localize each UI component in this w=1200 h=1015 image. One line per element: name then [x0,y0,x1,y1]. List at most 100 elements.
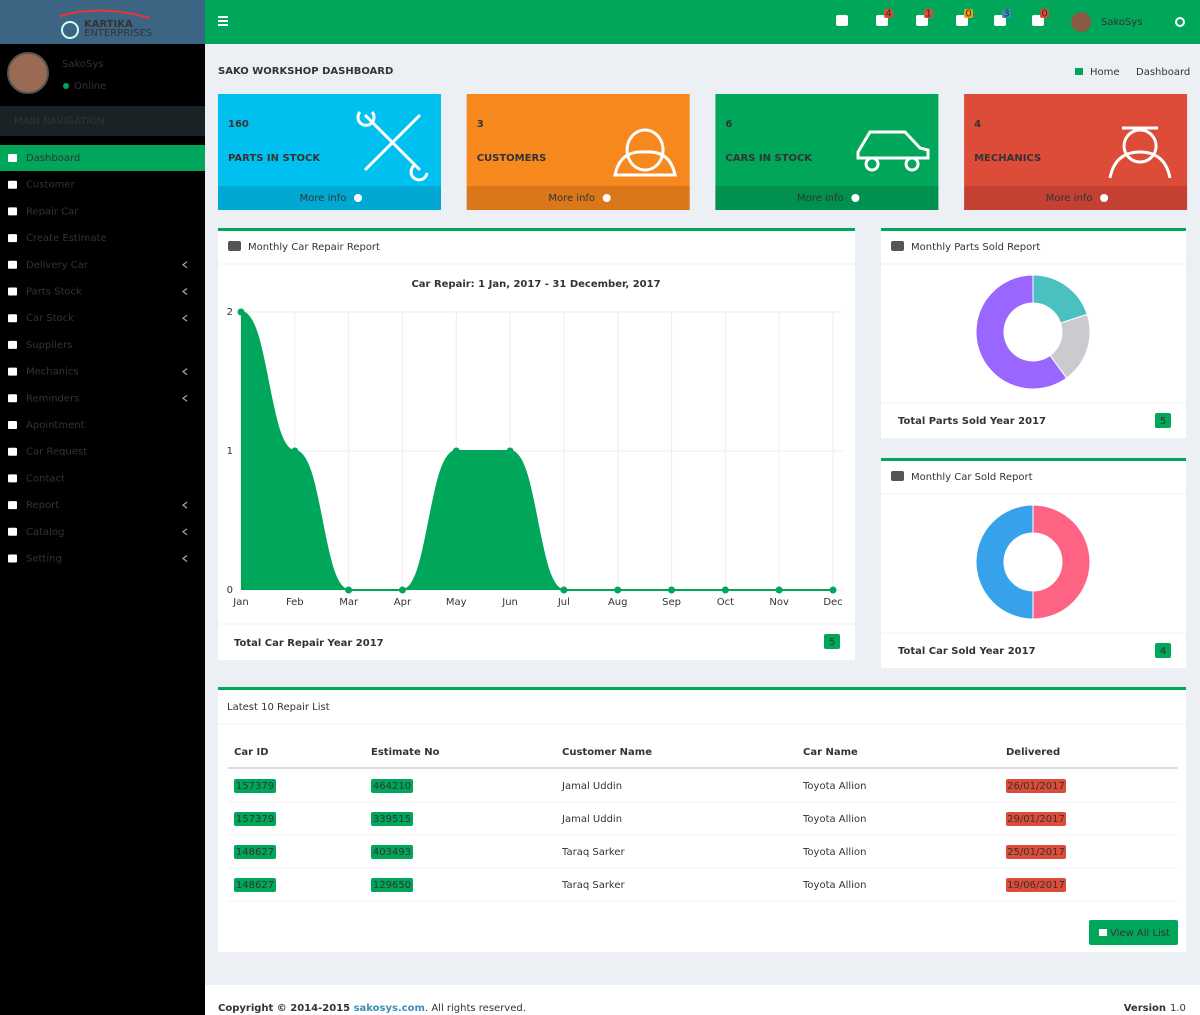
table-cell: Toyota Allion [802,814,866,825]
nav-item[interactable]: Reminders [26,393,79,404]
info-box [715,94,939,210]
nav-item[interactable]: Customer [26,180,75,191]
nav-icon[interactable] [876,15,888,26]
nav-item[interactable]: Mechanics [26,367,79,378]
panel-title: Monthly Parts Sold Report [911,242,1040,253]
nav-item[interactable]: Contact [26,473,65,484]
nav-item-icon [8,180,17,189]
nav-item-icon [8,154,17,162]
nav-heading-bg [0,106,205,136]
point [345,586,353,594]
nav-item[interactable]: Repair Car [26,206,79,217]
version-number: 1.0 [1170,1003,1186,1014]
nav-item[interactable]: Car Stock [26,313,74,324]
table-label [371,779,413,793]
nav-badge-count: 4 [885,9,891,20]
nav-item[interactable]: Report [26,500,59,511]
nav-item[interactable]: Catalog [26,527,64,538]
info-box-link[interactable]: More info [300,193,347,204]
nav-item[interactable]: Setting [26,554,62,565]
x-tick-label: Aug [608,597,628,608]
nav-icon[interactable] [1032,15,1044,26]
nav-item-icon [8,501,17,510]
panel-top-border [881,458,1186,461]
copyright: Copyright © 2014-2015 sakosys.com. All r… [218,1003,526,1014]
donut-segment [975,274,1068,390]
table-label [1006,779,1066,793]
info-box-value: 4 [974,119,981,130]
panel-icon [891,241,904,251]
chart-title: Car Repair: 1 Jan, 2017 - 31 December, 2… [411,279,660,290]
submenu-arrow [182,288,188,295]
panel [881,458,1186,668]
point [237,308,245,316]
x-tick-label: Dec [823,597,842,608]
table-label-text: 129650 [373,880,411,891]
copyright-link[interactable]: sakosys.com [354,1003,425,1014]
nav-item[interactable]: Delivery Car [26,260,89,271]
panel-top-border [881,228,1186,231]
total-badge [824,634,840,649]
point [829,586,837,594]
panel-title: Monthly Car Sold Report [911,472,1033,483]
x-tick-label: Jul [557,597,570,608]
x-tick-label: Feb [286,597,304,608]
table-label-text: 157379 [236,781,274,792]
nav-active [0,145,205,171]
settings-icon[interactable] [1175,17,1185,27]
table-label [234,779,276,793]
x-tick-label: Jun [501,597,518,608]
nav-item[interactable]: Apointment [26,420,85,431]
nav-badge [884,9,893,18]
chart-footer: Total Car Repair Year 2017 [234,638,384,649]
point [668,586,676,594]
total-value: 5 [1160,416,1166,427]
nav-item-icon [8,287,17,296]
info-box-link[interactable]: More info [1046,193,1093,204]
table-cell: Taraq Sarker [561,847,626,858]
info-box-link[interactable]: More info [797,193,844,204]
top-username[interactable]: SakoSys [1101,17,1143,28]
table-label-text: 148627 [236,880,274,891]
nav-icon[interactable] [836,15,848,26]
nav-item-icon [8,474,17,483]
table-label-text: 29/01/2017 [1007,814,1065,825]
chart-footer: Total Parts Sold Year 2017 [898,416,1046,427]
total-badge [1155,643,1171,658]
nav-item[interactable]: Suppliers [26,340,72,351]
table-header: Delivered [1006,747,1060,758]
submenu-arrow [182,368,188,376]
table-header: Car ID [234,747,269,758]
table-label-text: 26/01/2017 [1007,781,1065,792]
logo-swoosh [59,9,151,19]
nav-item[interactable]: Car Request [26,447,87,458]
menu-toggle[interactable] [218,16,228,26]
nav-item-icon [8,447,17,456]
table-cell: Taraq Sarker [561,880,626,891]
view-all-label[interactable]: View All List [1110,928,1170,939]
table-label-text: 464210 [373,781,411,792]
logo-area [0,0,205,44]
nav-badge-count: 0 [1041,9,1047,20]
table-label [371,878,413,892]
info-box-link[interactable]: More info [548,193,595,204]
nav-item[interactable]: Create Estimate [26,233,107,244]
nav-icon[interactable] [994,15,1006,26]
point [398,586,406,594]
table-label-text: 403493 [373,847,411,858]
nav-icon[interactable] [956,15,968,26]
version-label: Version [1124,1003,1166,1014]
nav-badge-count: 1 [925,9,931,20]
breadcrumb-link[interactable]: Home [1090,67,1120,78]
nav-icon[interactable] [916,15,928,26]
table-header: Estimate No [371,747,440,758]
submenu-arrow [182,501,188,509]
total-badge [1155,413,1171,428]
top-avatar[interactable] [1071,12,1091,32]
table-label-text: 339515 [373,814,411,825]
submenu-arrow [182,261,188,269]
panel-title: Latest 10 Repair List [227,702,330,713]
nav-item[interactable]: Parts Stock [26,287,82,298]
nav-item[interactable]: Dashboard [26,153,80,164]
